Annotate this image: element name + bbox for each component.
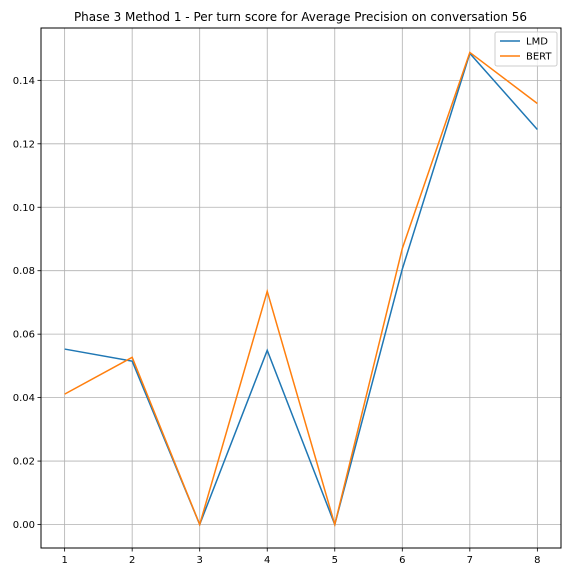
series-line-lmd — [64, 51, 538, 527]
y-tick-label: 0.00 — [13, 520, 35, 531]
plot-frame — [40, 27, 562, 549]
x-tick-label: 5 — [332, 555, 338, 566]
y-tick-label: 0.06 — [13, 330, 35, 341]
x-tick-label: 2 — [129, 555, 135, 566]
x-tick-label: 7 — [467, 555, 473, 566]
x-tick-label: 8 — [534, 555, 540, 566]
series-line-bert — [64, 51, 538, 528]
y-axis-ticks: 0.00 0.02 0.04 0.06 0.08 0.10 0.12 0.14 — [13, 76, 41, 531]
y-tick-label: 0.02 — [13, 457, 35, 468]
series-lines — [64, 51, 538, 528]
chart-title: Phase 3 Method 1 - Per turn score for Av… — [74, 10, 527, 24]
x-axis-ticks: 1 2 3 4 5 6 7 8 — [61, 548, 541, 566]
x-tick-label: 3 — [197, 555, 203, 566]
grid-lines — [41, 28, 561, 548]
legend-label-bert: BERT — [526, 52, 552, 63]
y-tick-label: 0.08 — [13, 266, 35, 277]
legend: LMD BERT — [494, 31, 558, 67]
y-tick-label: 0.12 — [13, 139, 35, 150]
y-tick-label: 0.04 — [13, 393, 35, 404]
x-tick-label: 6 — [399, 555, 405, 566]
y-tick-label: 0.10 — [13, 203, 35, 214]
x-tick-label: 4 — [264, 555, 270, 566]
x-tick-label: 1 — [61, 555, 67, 566]
y-tick-label: 0.14 — [13, 76, 35, 87]
legend-label-lmd: LMD — [526, 37, 548, 48]
